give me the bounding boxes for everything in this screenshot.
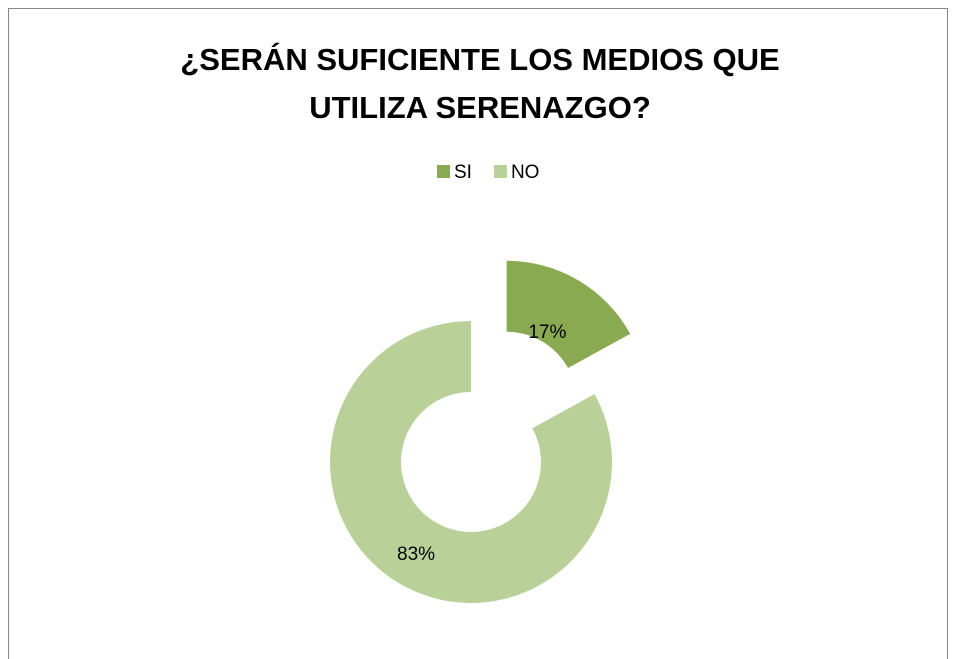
chart-title: UTILIZA SERENAZGO? [309,90,651,125]
legend-swatch [493,165,507,178]
legend-label: NO [511,162,540,183]
data-label: 17% [528,322,566,343]
donut-segment [329,321,612,603]
data-label: 83% [397,544,435,565]
legend-label: SI [454,162,472,183]
donut-segment [506,260,631,369]
chart-title: ¿SERÁN SUFICIENTE LOS MEDIOS QUE [180,42,779,77]
legend-swatch [437,165,450,178]
